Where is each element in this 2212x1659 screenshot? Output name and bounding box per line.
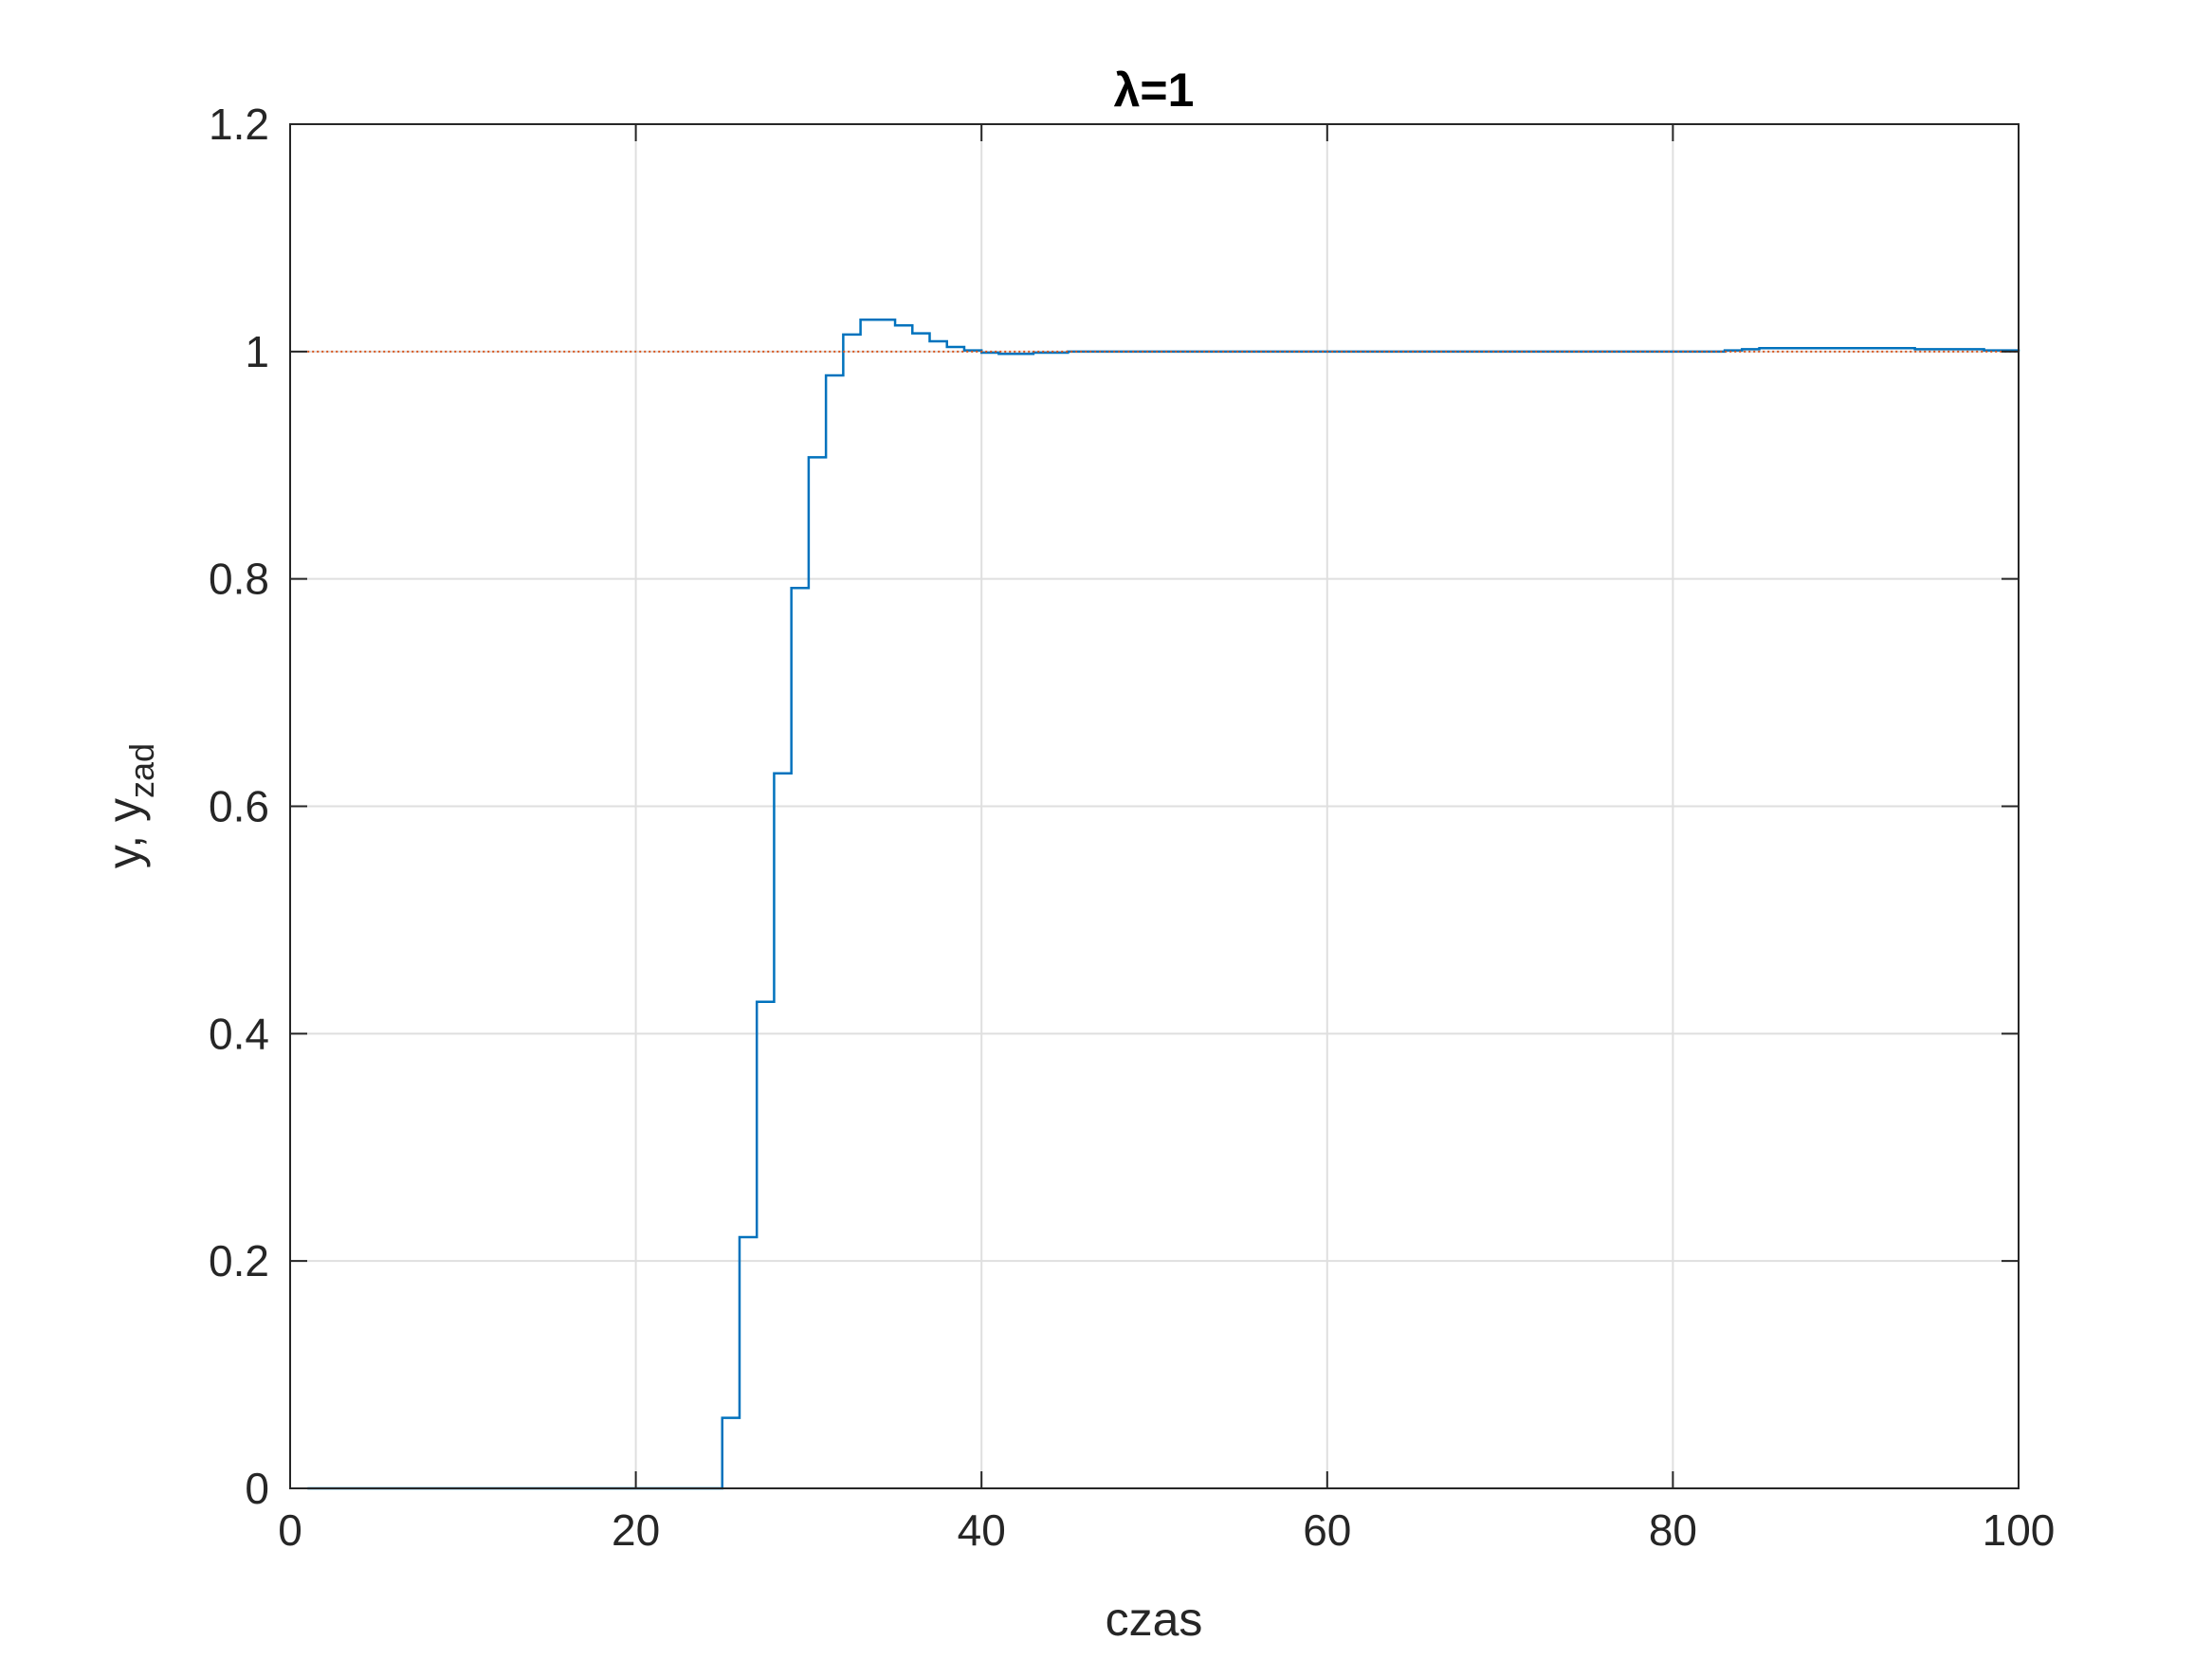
x-tick-label: 60 bbox=[1303, 1505, 1351, 1555]
y-axis-label: y, yzad bbox=[98, 743, 161, 868]
y-axis-label-subscript: zad bbox=[122, 743, 161, 798]
ticks bbox=[289, 123, 2020, 1489]
x-tick-label: 20 bbox=[612, 1505, 660, 1555]
y-tick-label: 0.4 bbox=[209, 1009, 269, 1058]
x-tick-labels: 0 20 40 60 80 100 bbox=[278, 1505, 2055, 1555]
x-tick-label: 80 bbox=[1649, 1505, 1697, 1555]
y-tick-label: 0.6 bbox=[209, 782, 269, 831]
y-tick-label: 1 bbox=[245, 327, 269, 376]
y-axis-label-main: y, y bbox=[98, 798, 151, 868]
x-axis-label: czas bbox=[1106, 1593, 1203, 1646]
y-tick-label: 0.2 bbox=[209, 1236, 269, 1285]
x-tick-label: 40 bbox=[958, 1505, 1006, 1555]
x-tick-label: 0 bbox=[278, 1505, 302, 1555]
y-tick-label: 0 bbox=[245, 1464, 269, 1513]
y-tick-labels: 0 0.2 0.4 0.6 0.8 1 1.2 bbox=[209, 100, 269, 1513]
y-tick-label: 0.8 bbox=[209, 555, 269, 604]
x-tick-label: 100 bbox=[1983, 1505, 2056, 1555]
y-tick-label: 1.2 bbox=[209, 100, 269, 149]
chart-title: λ=1 bbox=[1114, 64, 1195, 117]
